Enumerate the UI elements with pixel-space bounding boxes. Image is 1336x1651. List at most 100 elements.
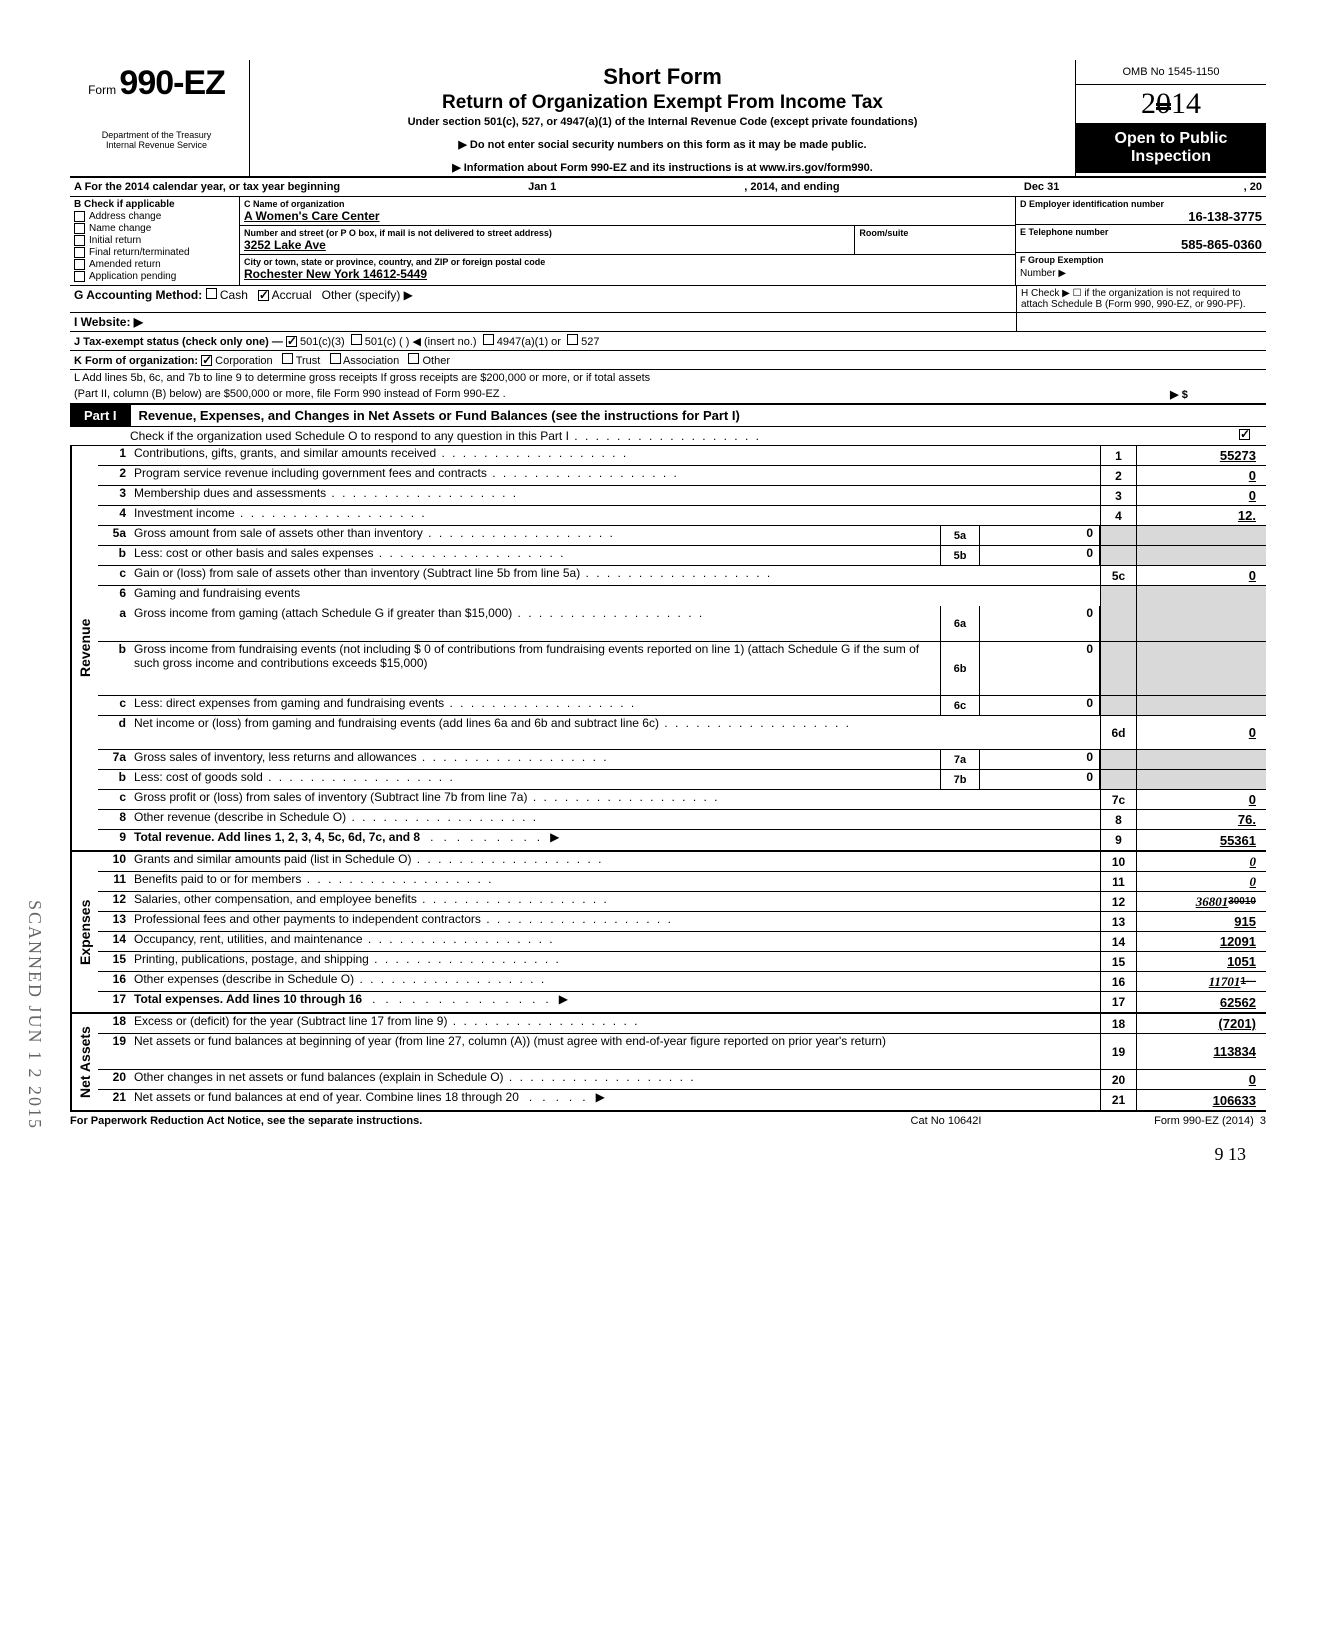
city-cell: City or town, state or province, country… — [240, 255, 1015, 283]
chk-association[interactable] — [330, 353, 341, 364]
line-7b: bLess: cost of goods sold7b0 — [98, 770, 1266, 790]
line-l1: L Add lines 5b, 6c, and 7b to line 9 to … — [70, 370, 1266, 386]
opt-other: Other (specify) ▶ — [322, 288, 413, 302]
line-8: 8Other revenue (describe in Schedule O)8… — [98, 810, 1266, 830]
line-a: A For the 2014 calendar year, or tax yea… — [70, 178, 1266, 197]
val-19: 113834 — [1136, 1034, 1266, 1069]
form-number-block: Form 990-EZ Department of the Treasury I… — [70, 60, 250, 176]
e-label: E Telephone number — [1020, 227, 1262, 237]
revenue-label: Revenue — [70, 446, 98, 850]
d-label: D Employer identification number — [1020, 199, 1262, 209]
line-6d: dNet income or (loss) from gaming and fu… — [98, 716, 1266, 750]
open-line-2: Inspection — [1080, 148, 1262, 166]
f-label2: Number ▶ — [1020, 268, 1066, 279]
line-k: K Form of organization: Corporation Trus… — [70, 351, 1266, 370]
line-12: 12Salaries, other compensation, and empl… — [98, 892, 1266, 912]
org-name-cell: C Name of organization A Women's Care Ce… — [240, 197, 1015, 226]
val-6a: 0 — [980, 606, 1100, 641]
val-5c: 0 — [1136, 566, 1266, 585]
line-18: 18Excess or (deficit) for the year (Subt… — [98, 1014, 1266, 1034]
chk-name-change[interactable]: Name change — [74, 223, 235, 234]
org-name: A Women's Care Center — [244, 209, 380, 223]
line-9: 9Total revenue. Add lines 1, 2, 3, 4, 5c… — [98, 830, 1266, 850]
val-3: 0 — [1136, 486, 1266, 505]
address-cell: Number and street (or P O box, if mail i… — [240, 226, 854, 255]
dept-line-2: Internal Revenue Service — [70, 141, 243, 151]
opt-other-org: Other — [422, 355, 450, 367]
ein-value: 16-138-3775 — [1188, 209, 1262, 224]
part1-tab: Part I — [70, 405, 131, 426]
short-form-label: Short Form — [258, 64, 1067, 90]
opt-accrual: Accrual — [272, 288, 312, 302]
line-20: 20Other changes in net assets or fund ba… — [98, 1070, 1266, 1090]
chk-4947[interactable] — [483, 334, 494, 345]
f-label: F Group Exemption — [1020, 255, 1262, 265]
line-a-begin: Jan 1 — [340, 181, 744, 193]
chk-final-return[interactable]: Final return/terminated — [74, 247, 235, 258]
tax-year: 2014 — [1076, 85, 1266, 124]
line-16: 16Other expenses (describe in Schedule O… — [98, 972, 1266, 992]
val-21: 106633 — [1136, 1090, 1266, 1110]
chk-cash[interactable] — [206, 288, 217, 299]
line-i: I Website: ▶ — [70, 313, 1016, 331]
ein-cell: D Employer identification number 16-138-… — [1016, 197, 1266, 225]
val-12-strike: 30010 — [1228, 896, 1256, 907]
k-label: K Form of organization: — [74, 355, 198, 367]
opt-cash: Cash — [220, 288, 248, 302]
chk-trust[interactable] — [282, 353, 293, 364]
val-12: 36801 — [1196, 894, 1229, 910]
form-ref: Form 990-EZ (2014) 3 — [1046, 1115, 1266, 1127]
val-6b: 0 — [980, 642, 1100, 695]
form-subtitle: Under section 501(c), 527, or 4947(a)(1)… — [258, 116, 1067, 128]
val-2: 0 — [1136, 466, 1266, 485]
val-16-strike: 1--- — [1240, 976, 1256, 987]
chk-initial-return[interactable]: Initial return — [74, 235, 235, 246]
chk-501c3[interactable] — [286, 336, 297, 347]
line-6c: cLess: direct expenses from gaming and f… — [98, 696, 1266, 716]
chk-527[interactable] — [567, 334, 578, 345]
form-prefix: Form — [88, 83, 116, 97]
col-c: C Name of organization A Women's Care Ce… — [240, 197, 1016, 285]
chk-amended-return[interactable]: Amended return — [74, 259, 235, 270]
val-18: (7201) — [1136, 1014, 1266, 1033]
line-17: 17Total expenses. Add lines 10 through 1… — [98, 992, 1266, 1012]
line-2: 2Program service revenue including gover… — [98, 466, 1266, 486]
chk-accrual[interactable] — [258, 290, 269, 301]
scanned-stamp: SCANNED JUN 1 2 2015 — [24, 900, 45, 1130]
chk-corporation[interactable] — [201, 355, 212, 366]
chk-501c[interactable] — [351, 334, 362, 345]
line-a-end2: , 20 — [1244, 181, 1262, 193]
chk-schedule-o[interactable] — [1239, 429, 1250, 440]
part1-title: Revenue, Expenses, and Changes in Net As… — [131, 408, 1266, 423]
c-label: C Name of organization — [244, 199, 1011, 209]
chk-other-org[interactable] — [408, 353, 419, 364]
chk-application-pending[interactable]: Application pending — [74, 271, 235, 282]
header-right-block: OMB No 1545-1150 2014 Open to Public Ins… — [1076, 60, 1266, 176]
val-14: 12091 — [1136, 932, 1266, 951]
line-21: 21Net assets or fund balances at end of … — [98, 1090, 1266, 1110]
opt-corporation: Corporation — [215, 355, 272, 367]
val-7c: 0 — [1136, 790, 1266, 809]
col-b: B Check if applicable Address change Nam… — [70, 197, 240, 285]
line-a-text: A For the 2014 calendar year, or tax yea… — [74, 181, 340, 193]
opt-527: 527 — [581, 336, 599, 348]
paperwork-notice: For Paperwork Reduction Act Notice, see … — [70, 1115, 846, 1127]
line-14: 14Occupancy, rent, utilities, and mainte… — [98, 932, 1266, 952]
val-16: 11701 — [1209, 974, 1241, 990]
line-10: 10Grants and similar amounts paid (list … — [98, 852, 1266, 872]
val-5b: 0 — [980, 546, 1100, 565]
line-i-row: I Website: ▶ — [70, 313, 1266, 332]
val-5a: 0 — [980, 526, 1100, 545]
open-line-1: Open to Public — [1080, 130, 1262, 148]
col-def: D Employer identification number 16-138-… — [1016, 197, 1266, 285]
j-label: J Tax-exempt status (check only one) — — [74, 336, 283, 348]
chk-address-change[interactable]: Address change — [74, 211, 235, 222]
revenue-section: Revenue 1Contributions, gifts, grants, a… — [70, 446, 1266, 852]
part1-sub: Check if the organization used Schedule … — [70, 427, 1266, 446]
header-title-block: Short Form Return of Organization Exempt… — [250, 60, 1076, 176]
expenses-section: Expenses 10Grants and similar amounts pa… — [70, 852, 1266, 1014]
val-15: 1051 — [1136, 952, 1266, 971]
line-4: 4Investment income412. — [98, 506, 1266, 526]
line-g-h: G Accounting Method: Cash Accrual Other … — [70, 286, 1266, 313]
line-g: G Accounting Method: Cash Accrual Other … — [70, 286, 1016, 312]
